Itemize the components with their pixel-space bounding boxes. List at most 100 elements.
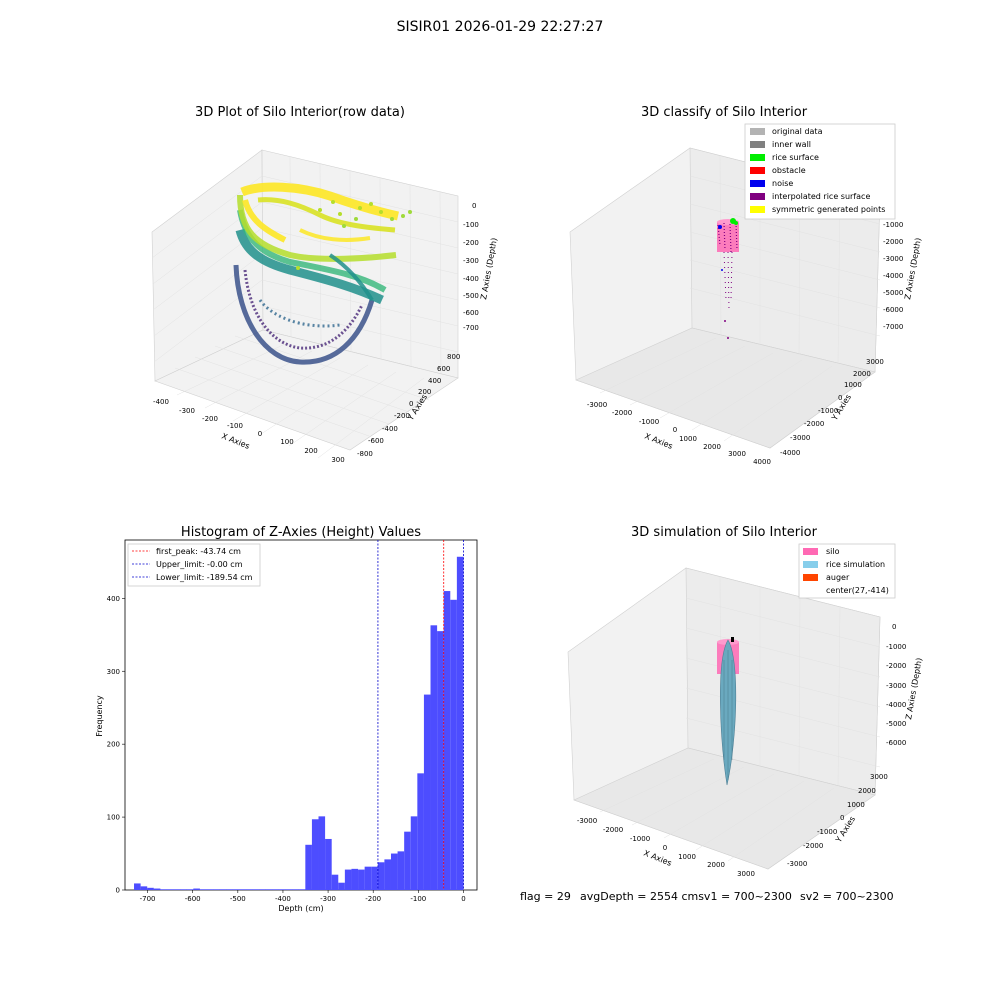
panel-raw-3d: 3D Plot of Silo Interior(row data) [151,105,499,464]
svg-text:-1000: -1000 [886,643,906,651]
svg-text:-3000: -3000 [886,682,906,690]
histogram-bar-21 [272,889,279,890]
histogram-bar-38 [384,859,391,890]
legend-swatch-rice-surface [750,154,765,161]
histogram-title: Histogram of Z-Axies (Height) Values [181,525,421,540]
svg-text:-3000: -3000 [790,434,810,442]
y-tick-label: 0 [116,887,120,895]
svg-text:300: 300 [331,456,344,464]
histogram-y-ticks: 0 100 200 300 400 [107,595,125,895]
histogram-bar-2 [147,887,154,890]
svg-text:0: 0 [409,400,413,408]
svg-text:-3000: -3000 [577,817,597,825]
classify-xlabel: X Axies [643,432,674,451]
simulation-legend: silo rice simulation auger center(27,-41… [798,543,896,599]
histogram-bar-0 [134,883,141,890]
histogram-bar-4 [160,889,167,890]
svg-text:4000: 4000 [753,458,771,466]
svg-text:-4000: -4000 [886,701,906,709]
svg-text:-2000: -2000 [804,420,824,428]
raw-3d-box [151,149,459,451]
legend-interpolated: interpolated rice surface [772,192,870,201]
histogram-bar-24 [292,889,299,890]
histogram-bar-22 [278,889,286,890]
svg-text:-5000: -5000 [886,720,906,728]
svg-text:-400: -400 [382,425,398,433]
svg-text:-2000: -2000 [883,238,903,246]
svg-text:2000: 2000 [703,443,721,451]
svg-text:100: 100 [280,438,293,446]
svg-text:0: 0 [472,202,476,210]
histogram-bar-34 [358,869,365,890]
classify-z-ticks: -1000 -2000 -3000 -4000 -5000 -6000 -700… [883,221,903,331]
legend-obstacle: obstacle [772,166,806,175]
svg-text:-800: -800 [357,450,373,458]
footer-avg-depth: avgDepth = 2554 cmsv1 = 700~2300 [580,890,792,903]
histogram-bar-17 [246,889,253,890]
svg-text:1000: 1000 [847,801,865,809]
histogram-bar-1 [140,886,148,890]
histogram-bar-31 [338,882,345,890]
histogram-bar-35 [364,866,372,890]
svg-text:2000: 2000 [858,787,876,795]
histogram-bar-46 [437,631,444,890]
x-tick-label: -200 [365,895,381,903]
raw-xlabel: X Axies [220,432,251,451]
svg-text:-2000: -2000 [886,662,906,670]
histogram-ylabel: Frequency [95,695,104,737]
classify-point-cloud [717,218,739,339]
histogram-bar-8 [186,889,194,890]
legend-swatch-original-data [750,128,765,135]
svg-text:-1000: -1000 [817,828,837,836]
x-tick-label: -600 [185,895,201,903]
svg-text:0: 0 [892,623,896,631]
svg-text:0: 0 [838,394,842,402]
svg-text:-400: -400 [153,398,169,406]
svg-text:-3000: -3000 [587,401,607,409]
histogram-bar-5 [166,889,174,890]
histogram-bar-28 [318,816,326,890]
histogram-xlabel: Depth (cm) [278,904,323,913]
legend-first-peak: first_peak: -43.74 cm [156,547,241,556]
svg-text:-1000: -1000 [883,221,903,229]
simulation-z-ticks: 0 -1000 -2000 -3000 -4000 -5000 -6000 [886,623,906,747]
histogram-bar-36 [371,866,378,890]
legend-inner-wall: inner wall [772,140,811,149]
svg-text:-1000: -1000 [639,418,659,426]
histogram-bar-12 [213,889,220,890]
histogram-bar-7 [180,889,187,890]
histogram-bar-44 [423,694,431,890]
histogram-bar-40 [397,851,405,890]
raw-x-ticks: -400 -300 -200 -100 0 100 200 300 [153,398,345,464]
histogram-bar-15 [232,889,240,890]
histogram-bar-6 [173,889,181,890]
svg-text:-300: -300 [463,257,479,265]
svg-text:-200: -200 [394,412,410,420]
svg-text:-5000: -5000 [883,289,903,297]
classify-legend: original data inner wall rice surface ob… [744,123,896,220]
legend-upper-limit: Upper_limit: -0.00 cm [156,560,243,569]
classify-title: 3D classify of Silo Interior [641,105,808,120]
x-tick-label: -300 [320,895,336,903]
figure-suptitle: SISIR01 2026-01-29 22:27:27 [397,19,604,35]
legend-swatch-silo [803,548,818,555]
histogram-plot-area [124,539,478,891]
svg-text:3000: 3000 [866,358,884,366]
legend-rice-simulation: rice simulation [826,560,885,569]
histogram-bar-3 [153,888,161,890]
x-tick-label: -400 [275,895,291,903]
svg-text:600: 600 [437,365,450,373]
histogram-x-ticks: -700 -600 -500 -400 -300 -200 -100 0 [140,890,466,903]
legend-swatch-auger [803,574,818,581]
histogram-bar-27 [311,819,319,890]
simulation-xlabel: X Axies [642,849,673,868]
classify-3d-box [569,147,881,449]
panel-classify-3d: 3D classify of Silo Interior [569,105,923,466]
y-tick-label: 300 [107,668,120,676]
svg-text:2000: 2000 [707,861,725,869]
raw-z-ticks: 0 -100 -200 -300 -400 -500 -600 -700 [463,202,479,332]
histogram-bar-13 [219,889,227,890]
svg-text:800: 800 [447,353,460,361]
svg-text:-6000: -6000 [883,306,903,314]
